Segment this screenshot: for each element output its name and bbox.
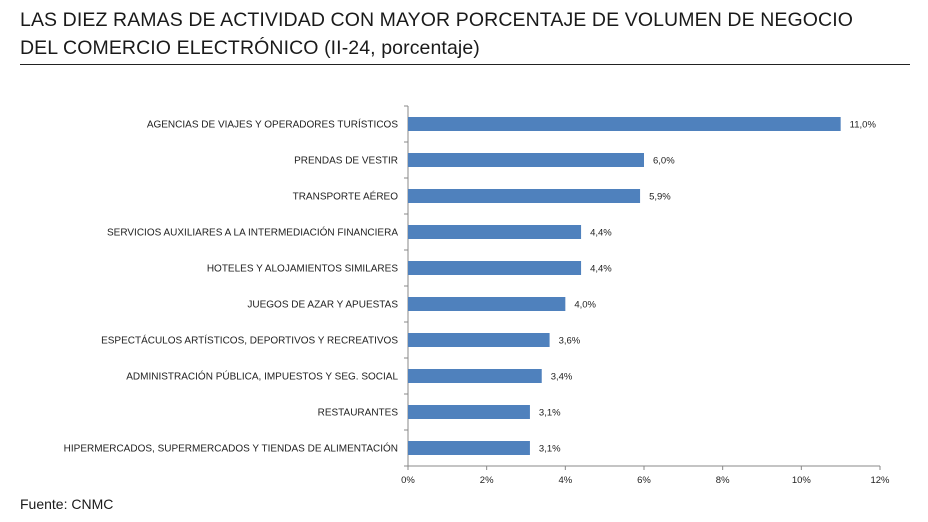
category-label: JUEGOS DE AZAR Y APUESTAS [247,300,398,311]
bar [408,117,841,131]
source-note: Fuente: CNMC [20,496,114,512]
category-label: TRANSPORTE AÉREO [293,190,399,203]
bar [408,225,582,239]
data-label: 11,0% [850,120,877,131]
bar [408,189,641,203]
data-label: 3,1% [539,408,561,419]
bar [408,405,530,419]
category-label: RESTAURANTES [318,408,399,419]
category-label: SERVICIOS AUXILIARES A LA INTERMEDIACIÓN… [107,226,398,239]
x-tick-label: 4% [558,475,572,486]
x-tick-label: 6% [637,475,651,486]
x-tick-label: 12% [870,475,890,486]
bar [408,153,644,167]
category-label: ESPECTÁCULOS ARTÍSTICOS, DEPORTIVOS Y RE… [101,334,398,347]
x-tick-label: 2% [480,475,494,486]
bar [408,369,542,383]
data-label: 5,9% [649,192,671,203]
bar [408,441,530,455]
category-label: HIPERMERCADOS, SUPERMERCADOS Y TIENDAS D… [64,442,398,455]
category-label: ADMINISTRACIÓN PÚBLICA, IMPUESTOS Y SEG.… [126,370,398,383]
bar [408,297,566,311]
bar [408,333,550,347]
data-label: 4,4% [590,264,612,275]
data-label: 6,0% [653,156,675,167]
data-label: 3,4% [551,372,573,383]
bar [408,261,582,275]
data-label: 3,1% [539,444,561,455]
category-label: PRENDAS DE VESTIR [294,156,398,167]
title-divider [20,64,910,65]
x-tick-label: 8% [716,475,730,486]
chart-title: LAS DIEZ RAMAS DE ACTIVIDAD CON MAYOR PO… [20,6,910,62]
x-tick-label: 10% [792,475,812,486]
chart-title-line-2: DEL COMERCIO ELECTRÓNICO (II-24, porcent… [20,37,480,59]
x-tick-label: 0% [401,475,415,486]
category-label: HOTELES Y ALOJAMIENTOS SIMILARES [207,264,399,275]
data-label: 4,4% [590,228,612,239]
category-label: AGENCIAS DE VIAJES Y OPERADORES TURÍSTIC… [147,118,399,131]
chart-title-line-1: LAS DIEZ RAMAS DE ACTIVIDAD CON MAYOR PO… [20,9,853,31]
data-label: 4,0% [574,300,596,311]
data-label: 3,6% [559,336,581,347]
